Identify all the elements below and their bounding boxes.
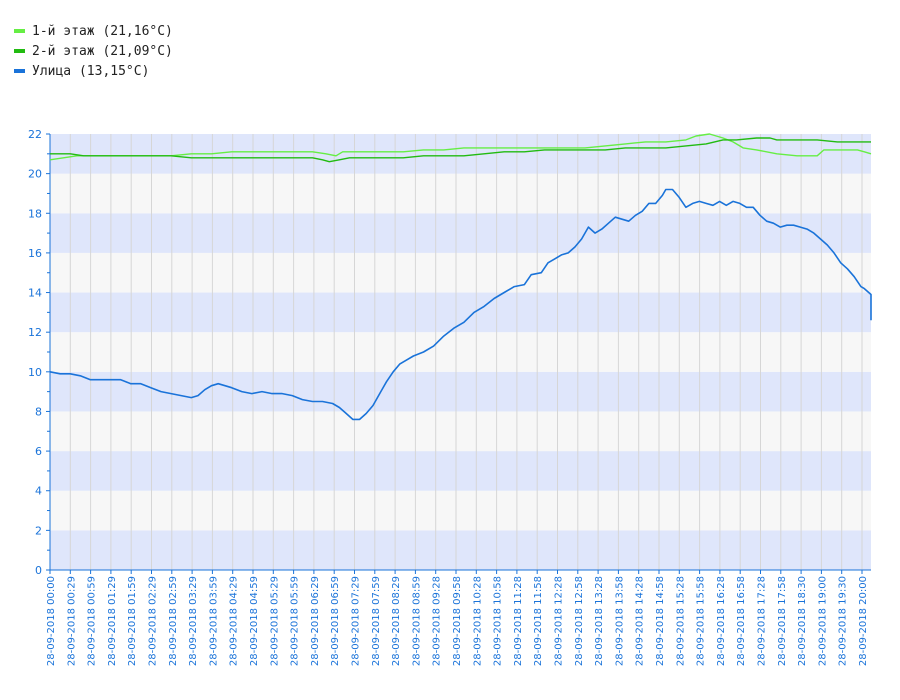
x-tick-label: 28-09-2018 07:59 xyxy=(371,576,382,666)
x-axis-ticks: 28-09-2018 00:00 28-09-2018 00:29 28-09-20… xyxy=(46,570,869,666)
x-tick-label: 28-09-2018 17:58 xyxy=(777,576,788,666)
legend-swatch-street xyxy=(14,68,25,73)
y-tick-label: 10 xyxy=(28,366,42,379)
legend-label-floor-1: 1-й этаж (21,16°C) xyxy=(32,24,173,39)
legend-label-floor-2: 2-й этаж (21,09°C) xyxy=(32,44,173,59)
band-14 xyxy=(50,252,871,293)
x-tick-label: 28-09-2018 19:00 xyxy=(817,576,828,666)
legend-item-floor-2[interactable]: 2-й этаж (21,09°C) xyxy=(14,42,173,62)
y-tick-label: 22 xyxy=(28,128,42,141)
y-tick-label: 4 xyxy=(35,485,42,498)
vertical-gridlines xyxy=(69,134,863,570)
background-bands xyxy=(50,134,871,570)
x-tick-label: 28-09-2018 09:28 xyxy=(432,576,443,666)
x-tick-label: 28-09-2018 11:58 xyxy=(533,576,544,666)
x-tick-label: 28-09-2018 10:58 xyxy=(493,576,504,666)
legend-label-street: Улица (13,15°C) xyxy=(32,64,150,79)
x-tick-label: 28-09-2018 02:59 xyxy=(168,576,179,666)
x-tick-label: 28-09-2018 06:59 xyxy=(330,576,341,666)
x-tick-label: 28-09-2018 14:58 xyxy=(655,576,666,666)
x-tick-label: 28-09-2018 00:29 xyxy=(66,576,77,666)
x-tick-label: 28-09-2018 16:58 xyxy=(736,576,747,666)
x-tick-label: 28-09-2018 00:59 xyxy=(87,576,98,666)
x-tick-label: 28-09-2018 00:00 xyxy=(46,576,57,666)
x-tick-label: 28-09-2018 13:28 xyxy=(594,576,605,666)
x-tick-label: 28-09-2018 14:28 xyxy=(635,576,646,666)
legend-swatch-floor-2 xyxy=(14,48,25,53)
x-tick-label: 28-09-2018 02:29 xyxy=(148,576,159,666)
x-tick-label: 28-09-2018 10:28 xyxy=(472,576,483,666)
x-tick-label: 28-09-2018 15:58 xyxy=(696,576,707,666)
band-20 xyxy=(50,134,871,174)
x-tick-label: 28-09-2018 20:00 xyxy=(858,576,869,666)
y-tick-label: 8 xyxy=(35,405,42,418)
x-tick-label: 28-09-2018 01:29 xyxy=(107,576,118,666)
y-axis-ticks: 0 2 4 6 8 10 12 14 16 18 20 22 xyxy=(28,128,50,577)
legend-swatch-floor-1 xyxy=(14,28,25,33)
x-tick-label: 28-09-2018 08:29 xyxy=(391,576,402,666)
x-tick-label: 28-09-2018 01:59 xyxy=(127,576,138,666)
x-tick-label: 28-09-2018 08:59 xyxy=(411,576,422,666)
legend-item-floor-1[interactable]: 1-й этаж (21,16°C) xyxy=(14,22,173,42)
x-tick-label: 28-09-2018 16:28 xyxy=(716,576,727,666)
series-line-street xyxy=(49,188,872,421)
band-2 xyxy=(50,490,871,531)
band-0 xyxy=(50,530,871,570)
x-tick-label: 28-09-2018 03:59 xyxy=(208,576,219,666)
x-tick-label: 28-09-2018 05:29 xyxy=(269,576,280,666)
x-tick-label: 28-09-2018 15:28 xyxy=(675,576,686,666)
x-tick-label: 28-09-2018 12:58 xyxy=(574,576,585,666)
y-tick-label: 20 xyxy=(28,168,42,181)
x-tick-label: 28-09-2018 03:29 xyxy=(188,576,199,666)
x-tick-label: 28-09-2018 17:28 xyxy=(757,576,768,666)
band-4 xyxy=(50,451,871,491)
legend-item-street[interactable]: Улица (13,15°C) xyxy=(14,62,173,82)
x-tick-label: 28-09-2018 04:29 xyxy=(229,576,240,666)
legend: 1-й этаж (21,16°C) 2-й этаж (21,09°C) Ул… xyxy=(14,22,173,82)
x-tick-label: 28-09-2018 07:29 xyxy=(351,576,362,666)
y-tick-label: 14 xyxy=(28,287,42,300)
band-18 xyxy=(50,173,871,214)
x-tick-label: 28-09-2018 18:30 xyxy=(797,576,808,666)
band-6 xyxy=(50,411,871,452)
series-line-floor-1 xyxy=(49,133,872,161)
series-lines xyxy=(49,133,872,421)
x-tick-label: 28-09-2018 12:28 xyxy=(554,576,565,666)
x-tick-label: 28-09-2018 09:58 xyxy=(452,576,463,666)
band-10 xyxy=(50,332,871,372)
y-tick-label: 2 xyxy=(35,524,42,537)
band-12 xyxy=(50,292,871,333)
band-8 xyxy=(50,371,871,412)
x-tick-label: 28-09-2018 05:59 xyxy=(290,576,301,666)
x-tick-label: 28-09-2018 06:29 xyxy=(310,576,321,666)
y-tick-label: 18 xyxy=(28,207,42,220)
x-tick-label: 28-09-2018 13:58 xyxy=(614,576,625,666)
x-tick-label: 28-09-2018 11:28 xyxy=(513,576,524,666)
y-tick-label: 12 xyxy=(28,326,42,339)
y-tick-label: 0 xyxy=(35,564,42,577)
x-tick-label: 28-09-2018 04:59 xyxy=(249,576,260,666)
band-16 xyxy=(50,213,871,253)
x-tick-label: 28-09-2018 19:30 xyxy=(838,576,849,666)
y-tick-label: 6 xyxy=(35,445,42,458)
series-line-floor-2 xyxy=(50,137,871,163)
y-tick-label: 16 xyxy=(28,247,42,260)
